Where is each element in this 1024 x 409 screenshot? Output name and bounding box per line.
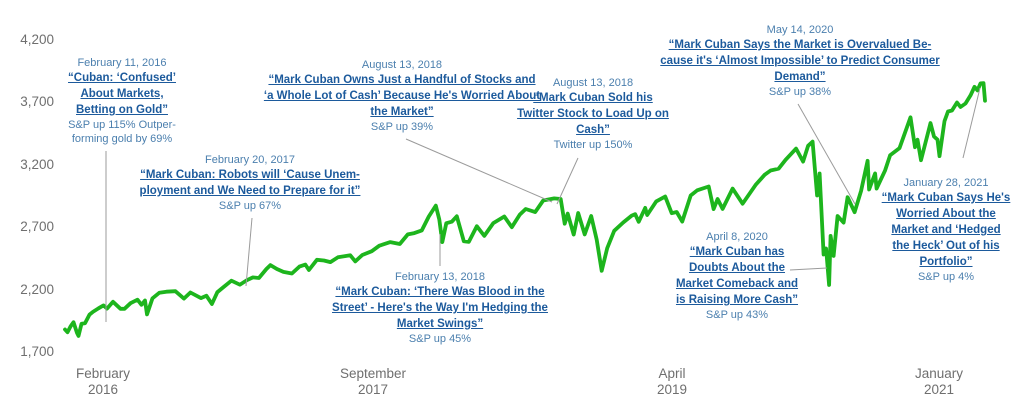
- annotation-headline-link[interactable]: “Mark Cuban: ‘There Was Blood in the Stre…: [332, 284, 548, 332]
- annotation-headline-line: ‘a Whole Lot of Cash’ Because He's Worri…: [263, 90, 541, 102]
- x-tick-label: February 2016: [76, 366, 130, 398]
- annotation-headline-line: Cash”: [576, 124, 610, 136]
- annotation-headline-line: “Mark Cuban Owns Just a Handful of Stock…: [268, 74, 536, 86]
- annotation-stat: forming gold by 69%: [71, 133, 173, 145]
- annotation-leader-line: [556, 157, 579, 205]
- annotation-stat: S&P up 45%: [408, 333, 472, 345]
- annotation-headline-line: Demand”: [774, 71, 826, 83]
- annotation-headline-line: is Raising More Cash”: [675, 294, 799, 306]
- annotation-headline-line: “Mark Cuban Says He's: [881, 192, 1011, 204]
- annotation-date: May 14, 2020: [766, 24, 834, 36]
- y-tick-label: 4,200: [20, 32, 54, 47]
- annotation-headline-line: “Mark Cuban Sold his: [533, 92, 653, 104]
- annotation: February 11, 2016 “Cuban: ‘Confused’ About…: [68, 56, 176, 146]
- annotation-stat: Twitter up 150%: [553, 139, 633, 151]
- y-tick-label: 3,200: [20, 156, 54, 172]
- annotation-headline-link[interactable]: “Mark Cuban Says He's Worried About the Ma…: [882, 190, 1011, 270]
- y-tick-label: 1,700: [20, 344, 54, 359]
- x-tick-line: 2019: [656, 382, 688, 397]
- annotation-stat: S&P up 43%: [705, 309, 769, 321]
- y-tick-label: 2,200: [20, 281, 54, 297]
- y-tick-label: 3,700: [20, 94, 54, 110]
- annotation: August 13, 2018 “Mark Cuban Owns Just a H…: [264, 58, 540, 134]
- annotation-headline-line: Market and ‘Hedged: [891, 224, 1001, 236]
- annotation-headline-line: the Market”: [370, 106, 434, 118]
- annotation-stat: S&P up 67%: [218, 200, 282, 212]
- annotation-date: April 8, 2020: [706, 231, 768, 243]
- annotation-headline-link[interactable]: “Mark Cuban Owns Just a Handful of Stock…: [264, 72, 540, 120]
- annotation-date: August 13, 2018: [361, 59, 443, 71]
- x-tick-label: September 2017: [340, 366, 406, 398]
- x-tick-label: April 2019: [657, 366, 687, 398]
- annotation-headline-line: Street’ - Here's the Way I'm Hedging the: [332, 302, 548, 314]
- annotation-headline-line: “Cuban: ‘Confused’: [68, 72, 176, 84]
- annotation-stat: S&P up 39%: [370, 121, 434, 133]
- annotation-headline-line: Market Comeback and: [675, 278, 799, 290]
- annotation-headline-line: “Mark Cuban Says the Market is Overvalue…: [668, 39, 932, 51]
- annotation-stat: S&P up 115% Outper-: [68, 119, 176, 131]
- annotation-headline-line: Worried About the: [896, 208, 996, 220]
- annotation-date: February 11, 2016: [77, 57, 167, 69]
- annotation: May 14, 2020 “Mark Cuban Says the Market …: [660, 23, 939, 99]
- annotation-headline-line: Market Swings”: [396, 318, 484, 330]
- annotation-headline-line: ployment and We Need to Prepare for it”: [139, 185, 361, 197]
- annotation-leader-line: [245, 217, 253, 287]
- annotation-headline-line: Portfolio”: [919, 256, 973, 268]
- x-tick-line: February: [75, 366, 131, 381]
- annotation-date: August 13, 2018: [552, 77, 634, 89]
- annotation: August 13, 2018 “Mark Cuban Sold his Twitt…: [517, 76, 669, 152]
- annotation-headline-line: Doubts About the: [688, 262, 786, 274]
- annotation-headline-line: the Heck’ Out of his: [892, 240, 1000, 252]
- annotation-stat: S&P up 38%: [768, 86, 832, 98]
- x-tick-line: 2021: [923, 382, 955, 397]
- x-tick-line: April: [658, 366, 686, 381]
- annotation-leader-line: [789, 267, 828, 271]
- price-line: [63, 81, 987, 338]
- annotation-headline-line: Twitter Stock to Load Up on: [517, 108, 669, 120]
- annotation-leader-line: [797, 103, 856, 205]
- annotation: April 8, 2020 “Mark Cuban has Doubts About…: [676, 230, 798, 322]
- annotation-date: January 28, 2021: [903, 177, 989, 189]
- annotation-leader-line: [405, 138, 553, 203]
- y-tick-label: 2,700: [20, 219, 54, 235]
- x-tick-line: September: [339, 366, 407, 381]
- annotation: February 20, 2017 “Mark Cuban: Robots wil…: [140, 153, 361, 213]
- annotation-headline-line: “Mark Cuban: ‘There Was Blood in the: [335, 286, 545, 298]
- annotation-headline-line: About Markets,: [80, 88, 164, 100]
- annotation-headline-line: “Mark Cuban has: [689, 246, 785, 258]
- x-tick-line: January: [914, 366, 964, 381]
- x-tick-line: 2016: [87, 382, 119, 397]
- annotation-headline-line: “Mark Cuban: Robots will ‘Cause Unem-: [140, 169, 360, 181]
- annotation-date: February 20, 2017: [205, 154, 295, 166]
- annotation-headline-link[interactable]: “Mark Cuban Says the Market is Overvalue…: [660, 37, 939, 85]
- annotation-stat: S&P up 4%: [917, 271, 975, 283]
- annotation: January 28, 2021 “Mark Cuban Says He's Wor…: [882, 176, 1011, 284]
- annotation-date: February 13, 2018: [395, 271, 485, 283]
- annotation: February 13, 2018 “Mark Cuban: ‘There Was…: [332, 270, 548, 346]
- x-tick-line: 2017: [357, 382, 389, 397]
- annotation-headline-link[interactable]: “Mark Cuban: Robots will ‘Cause Unem-plo…: [140, 167, 361, 199]
- x-tick-label: January 2021: [915, 366, 963, 398]
- annotation-leader-line: [962, 87, 981, 159]
- annotation-headline-line: Betting on Gold”: [76, 104, 168, 116]
- annotation-headline-link[interactable]: “Mark Cuban has Doubts About the Market Co…: [676, 244, 798, 308]
- annotation-headline-link[interactable]: “Mark Cuban Sold his Twitter Stock to Loa…: [517, 90, 669, 138]
- annotation-headline-link[interactable]: “Cuban: ‘Confused’ About Markets, Betting …: [68, 70, 176, 118]
- annotation-headline-line: cause it's ‘Almost Impossible’ to Predic…: [660, 55, 940, 67]
